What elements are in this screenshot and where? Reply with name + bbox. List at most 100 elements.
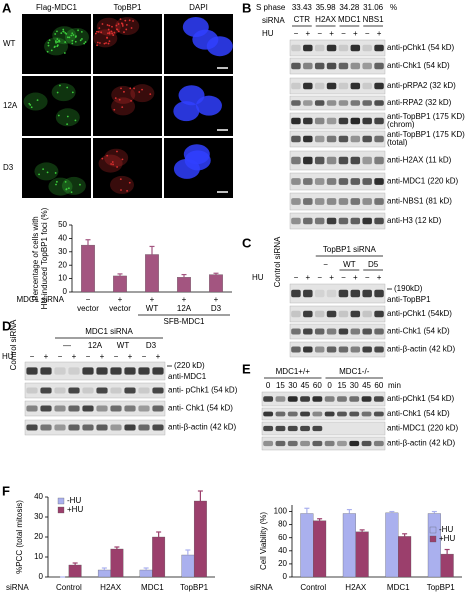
y-tick-label: 0 (39, 572, 44, 581)
focus (74, 40, 77, 43)
band (314, 310, 325, 318)
x-tick-label: TopBP1 (180, 583, 209, 592)
focus (72, 34, 75, 36)
band (54, 387, 66, 394)
focus (99, 42, 101, 44)
error-bar (143, 567, 149, 570)
sirna-sign: + (118, 295, 123, 304)
error-bar (402, 533, 408, 537)
hu-sign: + (329, 29, 334, 38)
focus (126, 189, 128, 192)
band (350, 100, 361, 106)
antibody-label: anti-TopBP1 (387, 295, 431, 304)
band (373, 396, 384, 402)
focus (123, 31, 125, 34)
band (312, 411, 323, 417)
blot-strip (289, 172, 386, 191)
band (291, 135, 301, 143)
focus (121, 23, 124, 26)
band (338, 62, 349, 70)
focus (81, 38, 83, 40)
band (291, 82, 301, 90)
band (324, 411, 335, 417)
band (303, 62, 313, 70)
antibody-label: anti-H3 (12 kD) (387, 216, 442, 225)
focus (117, 30, 120, 33)
hu-sign: + (353, 273, 358, 282)
legend-swatch (429, 535, 437, 543)
band (374, 82, 384, 90)
error-bar (431, 510, 437, 514)
focus (106, 154, 109, 157)
focus (56, 38, 59, 40)
band (303, 100, 313, 106)
s-phase-value: 33.43 (292, 3, 313, 12)
focus (101, 23, 104, 25)
y-axis-label: Percentage of cells with (31, 216, 40, 301)
error-bar (101, 567, 107, 570)
focus (149, 93, 152, 95)
blot-strip (289, 130, 386, 148)
band (374, 156, 384, 165)
band (96, 424, 108, 431)
y-tick-label: 30 (34, 512, 43, 521)
focus (53, 46, 56, 49)
error-bar (389, 510, 395, 513)
antibody-label: anti-MDC1 (168, 372, 207, 381)
hu-sign: + (128, 352, 133, 361)
blot-strip (261, 421, 386, 436)
hu-sign: − (365, 29, 370, 38)
blot-strip (289, 323, 386, 340)
y-tick-label: 40 (278, 546, 287, 555)
band (337, 396, 347, 402)
band (291, 62, 301, 70)
sirna-label: siRNA (262, 16, 285, 25)
error-bar (197, 490, 203, 501)
focus (113, 31, 116, 34)
band (350, 135, 361, 143)
focus (124, 19, 127, 22)
error-bar (114, 546, 120, 549)
focus (101, 157, 104, 160)
antibody-label: anti-β-actin (42 kD) (168, 423, 237, 432)
y-tick-label: 0 (63, 287, 68, 296)
focus (116, 150, 118, 153)
antibody-label: anti-MDC1 (220 kD) (387, 177, 458, 186)
band (300, 440, 310, 447)
focus (47, 41, 50, 44)
x-tick-label: TopBP1 (427, 583, 456, 592)
focus (108, 24, 111, 27)
focus (75, 35, 77, 38)
band (350, 346, 361, 353)
s-phase-unit: % (390, 3, 397, 12)
band (350, 217, 361, 225)
focus (66, 86, 69, 89)
band (303, 310, 313, 318)
sirna-sign: − (86, 295, 91, 304)
band (350, 328, 361, 335)
band (374, 44, 384, 52)
hu-sign: − (294, 273, 299, 282)
hu-sign: − (114, 352, 119, 361)
band (312, 440, 323, 447)
band (275, 440, 286, 447)
band (326, 44, 337, 52)
band (312, 425, 323, 432)
group-label: MDC1+/+ (276, 367, 311, 376)
bar (193, 500, 207, 578)
sirna-label: MDC1 siRNA (16, 295, 64, 304)
focus (57, 114, 60, 117)
nucleus (192, 29, 219, 50)
hu-sign: − (86, 352, 91, 361)
bar (313, 520, 327, 578)
band (303, 156, 313, 165)
nucleus (173, 158, 200, 179)
band (82, 367, 94, 375)
band (362, 135, 372, 143)
focus (123, 90, 125, 93)
focus (71, 39, 74, 42)
focus (129, 87, 132, 90)
band (338, 82, 349, 90)
band (338, 135, 349, 143)
minute-unit: min (388, 381, 401, 390)
